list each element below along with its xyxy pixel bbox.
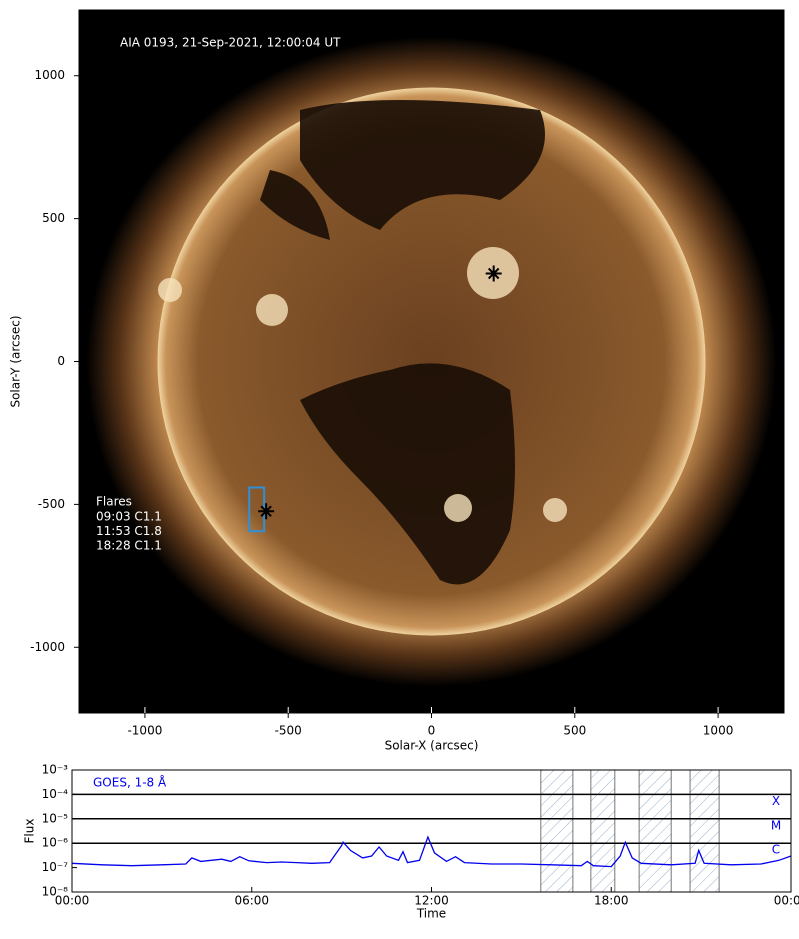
y-tick-label: 10⁻⁴ — [42, 787, 69, 801]
active-region — [543, 498, 567, 522]
frame — [71, 769, 792, 893]
flare-list-title: Flares — [96, 495, 132, 509]
x-tick-label: 00:00 — [55, 894, 90, 908]
flare-entry: 11:53 C1.8 — [96, 524, 162, 538]
y-tick-label: 10⁻⁶ — [42, 836, 69, 850]
image-title: AIA 0193, 21-Sep-2021, 12:00:04 UT — [120, 36, 341, 50]
flux-line — [71, 835, 792, 868]
x-tick-label: 500 — [563, 724, 586, 738]
image-content — [79, 10, 784, 713]
x-tick-label: -1000 — [127, 724, 162, 738]
class-label: X — [772, 794, 780, 808]
coronal-hole — [300, 100, 545, 230]
x-tick-label: 18:00 — [594, 894, 629, 908]
x-tick-label: 06:00 — [234, 894, 269, 908]
flare-marker — [485, 265, 502, 282]
y-axis-label: Flux — [23, 819, 37, 844]
active-region — [444, 494, 472, 522]
y-tick-label: 10⁻³ — [42, 763, 69, 777]
flare-entry: 18:28 C1.1 — [96, 539, 162, 553]
x-axis-label: Solar-X (arcsec) — [385, 739, 479, 753]
x-tick-label: 00:00 — [774, 894, 799, 908]
y-axis-label: Solar-Y (arcsec) — [9, 315, 23, 407]
x-tick-label: -500 — [275, 724, 302, 738]
x-tick-label: 12:00 — [414, 894, 449, 908]
flare-marker — [258, 503, 275, 520]
y-tick-label: 10⁻⁵ — [42, 811, 69, 825]
coronal-hole — [260, 170, 330, 240]
active-region — [256, 294, 288, 326]
y-tick-label: -1000 — [30, 640, 65, 654]
y-tick-label: 10⁻⁷ — [42, 860, 69, 874]
coronal-hole — [300, 363, 515, 585]
goes-panel: XMC00:0006:0012:0018:0000:0010⁻⁸10⁻⁷10⁻⁶… — [23, 763, 799, 921]
solar-image-panel: -1000 -500 0 500 1000 -1000 -500 0 500 1000 Solar-… — [9, 9, 785, 753]
y-tick-label: 1000 — [34, 68, 65, 82]
class-label: M — [771, 818, 781, 832]
x-axis-label: Time — [416, 907, 446, 921]
flare-entry: 09:03 C1.1 — [96, 510, 162, 524]
flare-interval — [689, 769, 720, 893]
class-label: C — [772, 843, 780, 857]
y-tick-label: 500 — [42, 211, 65, 225]
x-tick-label: 0 — [428, 724, 436, 738]
y-tick-label: 10⁻⁸ — [42, 885, 69, 899]
flare-interval — [540, 769, 574, 893]
active-region — [158, 278, 182, 302]
series-label: GOES, 1-8 Å — [93, 775, 167, 790]
y-tick-label: -500 — [38, 497, 65, 511]
y-tick-label: 0 — [57, 354, 65, 368]
flare-interval — [638, 769, 672, 893]
flare-interval — [590, 769, 616, 893]
x-tick-label: 1000 — [703, 724, 734, 738]
